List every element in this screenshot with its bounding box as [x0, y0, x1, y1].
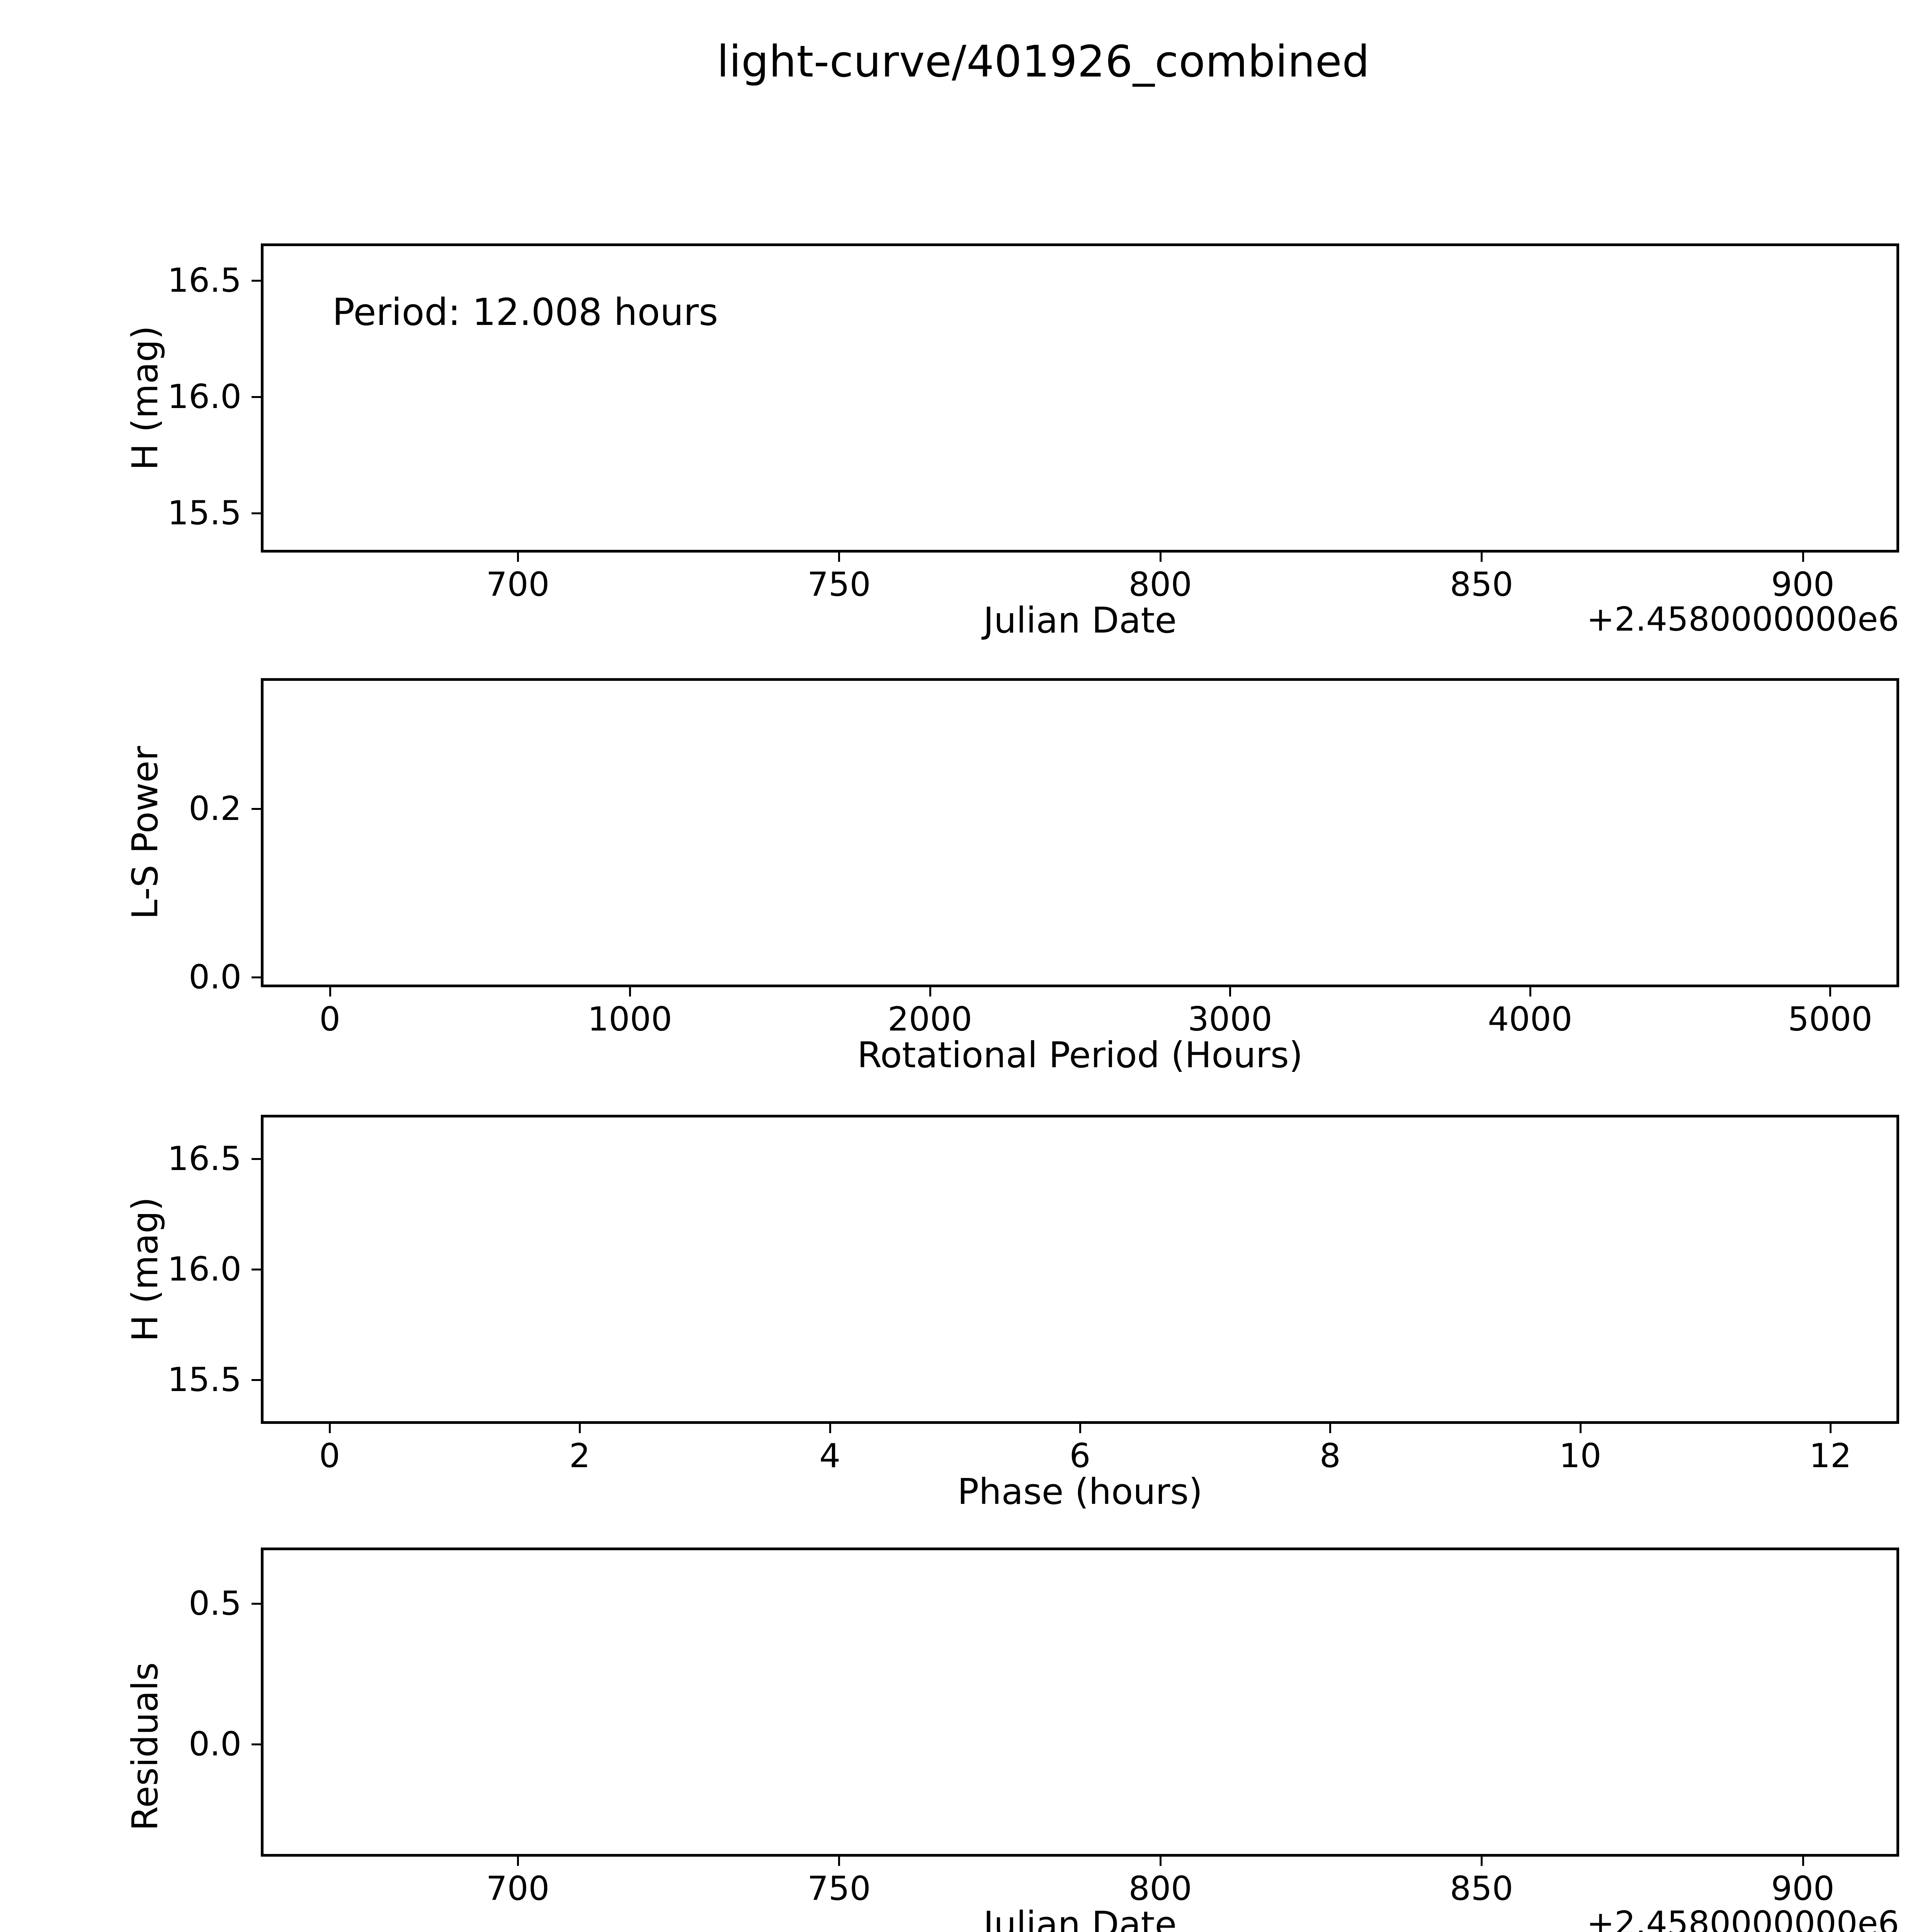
y-tick-label: 16.5 — [167, 261, 242, 300]
x-tick-mark — [929, 987, 931, 997]
x-tick-mark — [517, 1857, 519, 1866]
panel-residuals-offset: +2.4580000000e6 — [1587, 1904, 1899, 1932]
panel-lightcurve — [261, 243, 1899, 553]
y-tick-label: 0.2 — [189, 789, 242, 828]
x-tick-mark — [1229, 987, 1231, 997]
panel-residuals-xlabel: Julian Date — [983, 1904, 1177, 1932]
panel-residuals-frame — [261, 1548, 1899, 1857]
x-tick-mark — [1079, 1424, 1081, 1433]
x-tick-mark — [329, 987, 331, 997]
x-tick-mark — [629, 987, 631, 997]
x-tick-label: 10 — [1559, 1437, 1602, 1475]
x-tick-mark — [829, 1424, 831, 1433]
y-tick-mark — [252, 512, 261, 514]
x-tick-mark — [1159, 1857, 1162, 1866]
x-tick-mark — [1802, 553, 1804, 562]
x-tick-mark — [838, 1857, 840, 1866]
x-tick-label: 8 — [1319, 1437, 1341, 1475]
panel-phasefold-xlabel: Phase (hours) — [957, 1471, 1203, 1512]
panel-residuals — [261, 1548, 1899, 1857]
y-tick-label: 0.5 — [189, 1584, 242, 1623]
x-tick-label: 2 — [569, 1437, 590, 1475]
x-tick-mark — [1579, 1424, 1582, 1433]
x-tick-label: 12 — [1809, 1437, 1852, 1475]
x-tick-label: 700 — [486, 565, 550, 604]
x-tick-mark — [329, 1424, 331, 1433]
x-tick-label: 800 — [1128, 1869, 1192, 1908]
panel-lightcurve-offset: +2.4580000000e6 — [1587, 600, 1899, 639]
x-tick-mark — [1481, 553, 1483, 562]
x-tick-mark — [1329, 1424, 1332, 1433]
y-tick-label: 16.5 — [167, 1139, 242, 1179]
x-tick-mark — [1529, 987, 1531, 997]
y-tick-mark — [252, 808, 261, 810]
panel-residuals-ylabel: Residuals — [124, 1662, 166, 1831]
x-tick-label: 900 — [1771, 1869, 1835, 1908]
x-tick-mark — [579, 1424, 581, 1433]
y-tick-label: 16.0 — [167, 377, 242, 416]
panel-lightcurve-xlabel: Julian Date — [983, 600, 1177, 641]
x-tick-label: 750 — [807, 565, 871, 604]
period-annotation: Period: 12.008 hours — [332, 291, 718, 334]
y-tick-mark — [252, 1158, 261, 1160]
panel-periodogram — [261, 678, 1899, 987]
x-tick-label: 0 — [319, 1437, 340, 1475]
x-tick-mark — [1481, 1857, 1483, 1866]
x-tick-label: 6 — [1069, 1437, 1091, 1475]
x-tick-label: 2000 — [888, 1000, 973, 1039]
x-tick-mark — [1829, 987, 1832, 997]
x-tick-mark — [1829, 1424, 1832, 1433]
x-tick-mark — [1159, 553, 1162, 562]
panel-periodogram-ylabel: L-S Power — [124, 746, 166, 920]
x-tick-label: 750 — [807, 1869, 871, 1908]
y-tick-mark — [252, 1603, 261, 1605]
x-tick-label: 0 — [319, 1000, 340, 1039]
y-tick-mark — [252, 976, 261, 978]
y-tick-mark — [252, 1379, 261, 1381]
x-tick-label: 4 — [819, 1437, 841, 1475]
panel-periodogram-xlabel: Rotational Period (Hours) — [857, 1034, 1303, 1076]
panel-lightcurve-ylabel: H (mag) — [124, 325, 166, 471]
x-tick-label: 4000 — [1488, 1000, 1573, 1039]
x-tick-label: 700 — [486, 1869, 550, 1908]
x-tick-label: 900 — [1771, 565, 1835, 604]
panel-phasefold-ylabel: H (mag) — [124, 1197, 166, 1342]
x-tick-label: 5000 — [1787, 1000, 1872, 1039]
x-tick-label: 850 — [1450, 565, 1514, 604]
x-tick-mark — [1802, 1857, 1804, 1866]
x-tick-label: 800 — [1128, 565, 1192, 604]
y-tick-label: 0.0 — [189, 1725, 242, 1764]
panel-periodogram-frame — [261, 678, 1899, 987]
x-tick-mark — [517, 553, 519, 562]
y-tick-label: 15.5 — [167, 493, 242, 532]
y-tick-label: 16.0 — [167, 1250, 242, 1289]
y-tick-mark — [252, 396, 261, 398]
panel-lightcurve-frame — [261, 243, 1899, 553]
x-tick-mark — [838, 553, 840, 562]
y-tick-mark — [252, 1269, 261, 1270]
figure-title: light-curve/401926_combined — [717, 37, 1370, 87]
x-tick-label: 850 — [1450, 1869, 1514, 1908]
y-tick-mark — [252, 1743, 261, 1746]
x-tick-label: 1000 — [587, 1000, 672, 1039]
panel-phasefold-frame — [261, 1115, 1899, 1424]
x-tick-label: 3000 — [1187, 1000, 1272, 1039]
panel-phasefold — [261, 1115, 1899, 1424]
y-tick-label: 15.5 — [167, 1360, 242, 1399]
y-tick-mark — [252, 280, 261, 282]
y-tick-label: 0.0 — [189, 957, 242, 997]
